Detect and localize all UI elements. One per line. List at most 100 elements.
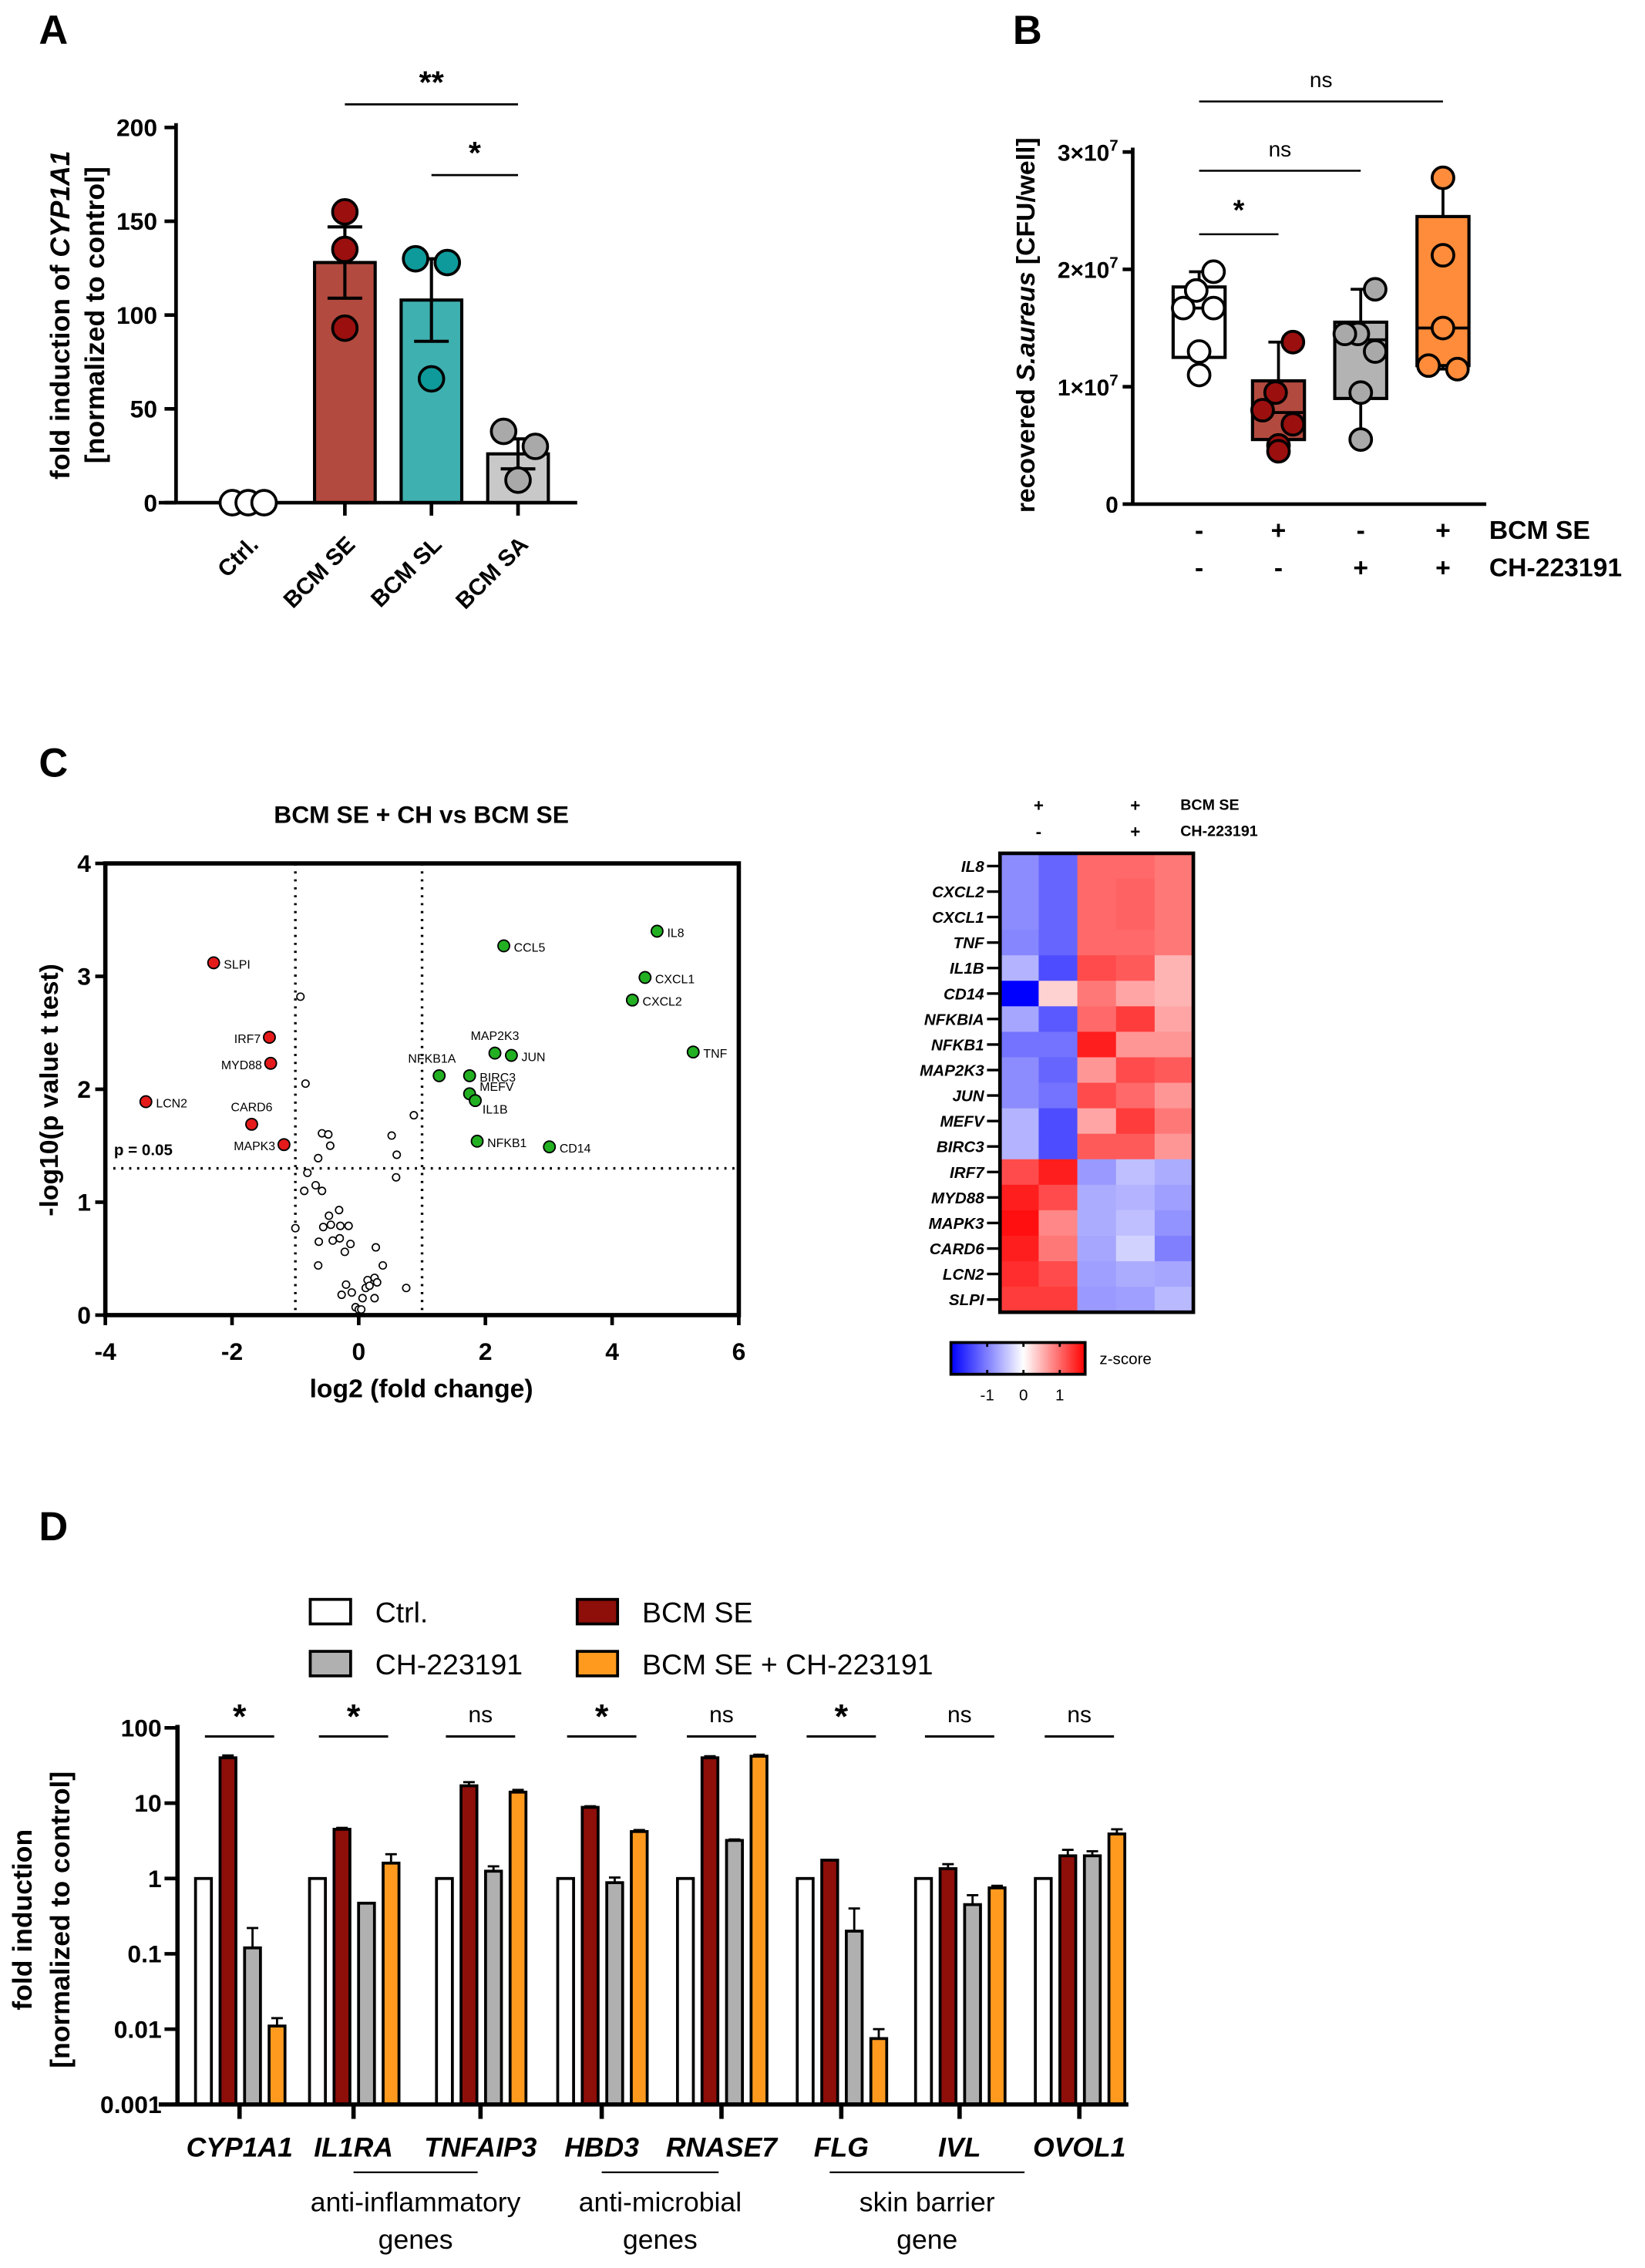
y-axis-label: recovered S.aureus [CFU/well]	[1012, 137, 1041, 513]
y-label-gene: CYP1A1	[45, 150, 76, 257]
gene-label: IL8	[668, 927, 685, 940]
data-point	[1431, 315, 1455, 341]
bar	[700, 1756, 720, 2106]
heatmap-cell	[1000, 904, 1039, 930]
ns-gene-point	[358, 1294, 367, 1303]
heatmap-cell	[1000, 1133, 1039, 1160]
condition-mark: +	[1435, 554, 1451, 582]
ns-gene-point	[378, 1260, 388, 1270]
ns-gene-point	[340, 1247, 349, 1257]
significance-label: ns	[1310, 68, 1333, 92]
heatmap-cell	[1000, 1031, 1039, 1058]
gene-label: MEFV	[479, 1081, 514, 1094]
gene-x-label: OVOL1	[1033, 2132, 1126, 2162]
heatmap-cell	[1154, 1133, 1194, 1160]
gene-label: CARD6	[231, 1102, 273, 1115]
heatmap-cell	[1077, 853, 1117, 880]
y-tick-label: 3×107	[1058, 136, 1119, 166]
tick-base: 2×10	[1058, 258, 1109, 284]
heatmap-cell	[1038, 1159, 1078, 1186]
heatmap-cell	[1115, 1082, 1156, 1109]
significance-label: *	[835, 1696, 849, 1735]
heatmap-cell	[1000, 955, 1039, 981]
heatmap-cell	[1077, 1133, 1117, 1160]
bar	[435, 1876, 454, 2106]
heatmap-cell	[1115, 1184, 1156, 1211]
bar	[218, 1756, 237, 2106]
gene-row-label: IL1B	[950, 960, 984, 978]
condition-row-label: BCM SE	[1180, 797, 1239, 814]
gene-row-label: CARD6	[930, 1240, 984, 1258]
ns-gene-point	[324, 1130, 333, 1139]
heatmap-cell	[1000, 1006, 1039, 1032]
heatmap-cell	[1038, 1006, 1078, 1032]
gene-row-label: LCN2	[943, 1266, 984, 1284]
data-point	[1201, 259, 1226, 284]
ns-gene-point	[346, 1240, 355, 1249]
heatmap-cell	[1154, 955, 1194, 981]
gene-label: NFKB1A	[408, 1053, 456, 1066]
heatmap-cell	[1115, 1057, 1156, 1084]
tick-base: 0	[1105, 493, 1119, 518]
group-label: anti-microbial	[579, 2186, 742, 2217]
data-point	[433, 248, 462, 277]
bar	[243, 1946, 262, 2106]
heatmap-cell	[1154, 1287, 1194, 1313]
x-tick-label: 0	[352, 1338, 366, 1365]
ns-gene-point	[341, 1280, 351, 1289]
downregulated-gene-point	[207, 956, 220, 970]
y-tick-label: 150	[116, 207, 157, 235]
legend-swatch	[575, 1597, 620, 1626]
heatmap-cell	[1154, 981, 1194, 1007]
group-label: genes	[378, 2224, 453, 2255]
tick-base: 1×10	[1058, 375, 1109, 401]
y-label-text: fold induction of	[45, 257, 76, 480]
legend-label: BCM SE	[642, 1597, 752, 1629]
heatmap-cell	[1038, 1133, 1078, 1160]
gene-row-label: TNF	[954, 934, 985, 952]
bar	[193, 1876, 214, 2106]
data-point	[504, 466, 532, 494]
heatmap-cell	[1077, 1287, 1117, 1313]
x-tick-label: -4	[95, 1338, 117, 1365]
heatmap-cell	[1077, 1210, 1117, 1237]
ns-gene-point	[372, 1243, 381, 1252]
heatmap-cell	[1154, 1235, 1194, 1262]
significance-label: ns	[1269, 137, 1292, 161]
data-point	[1186, 362, 1212, 388]
heatmap-cell	[1077, 1006, 1117, 1032]
panel-d-chart: 0.001 0.01 0.1 1 10 100 CYP1A1 * IL1RA * TNFAIP3 ns…	[7, 1597, 1129, 2255]
ns-gene-point	[303, 1168, 312, 1177]
gene-row-label: JUN	[952, 1088, 984, 1105]
upregulated-gene-point	[470, 1134, 484, 1148]
tick-base: 3×10	[1058, 140, 1109, 166]
heatmap-cell	[1154, 930, 1194, 956]
heatmap-cell	[1077, 1082, 1117, 1109]
heatmap-cell	[1038, 1082, 1078, 1109]
bar	[963, 1903, 982, 2106]
bar	[508, 1790, 528, 2106]
bar	[749, 1755, 769, 2106]
x-tick-label: 6	[732, 1338, 746, 1365]
data-point	[1201, 295, 1226, 321]
gene-label: NFKB1	[487, 1137, 526, 1150]
heatmap-cell	[1115, 1287, 1156, 1313]
gene-label: MAPK3	[234, 1140, 275, 1153]
ns-gene-point	[370, 1294, 379, 1303]
condition-mark: +	[1130, 822, 1140, 841]
heatmap-cell	[1154, 1031, 1194, 1058]
tick-exponent: 7	[1109, 372, 1118, 389]
heatmap-cell	[1038, 955, 1078, 981]
heatmap-cell	[1115, 904, 1156, 930]
colorbar-tick-label: -1	[980, 1386, 994, 1404]
data-point	[1416, 353, 1441, 379]
heatmap-cell	[1038, 853, 1078, 880]
significance-label: ns	[1067, 1702, 1092, 1728]
bar	[820, 1859, 839, 2106]
y-axis-label: fold induction	[7, 1829, 38, 2011]
bar	[845, 1930, 864, 2106]
bar	[382, 1861, 401, 2106]
heatmap-cell	[1000, 878, 1039, 905]
ns-gene-point	[325, 1211, 334, 1220]
heatmap-cell	[1038, 930, 1078, 956]
